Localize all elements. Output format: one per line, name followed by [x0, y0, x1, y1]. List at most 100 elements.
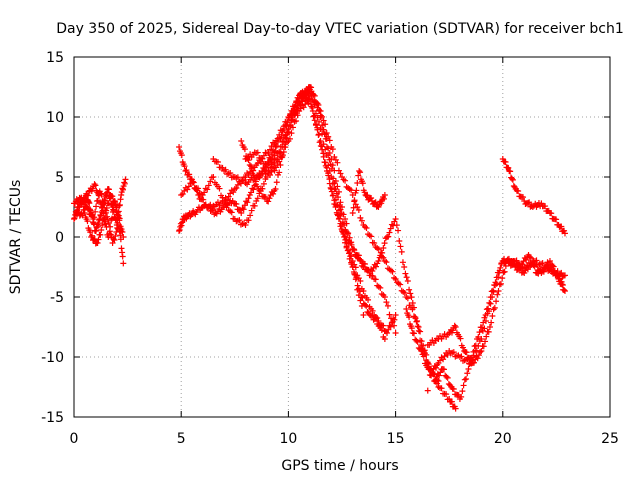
data-point-trace: [120, 186, 127, 193]
data-point-trace: [397, 243, 404, 250]
data-point-trace: [517, 265, 524, 272]
data-point-trace: [71, 215, 78, 222]
data-point: [375, 318, 382, 324]
data-point-trace: [387, 323, 394, 330]
data-point-trace: [234, 181, 241, 188]
data-point-trace: [277, 143, 284, 150]
data-point-trace: [501, 268, 508, 275]
data-point-trace: [179, 219, 186, 226]
y-axis-label: SDTVAR / TECUs: [8, 180, 24, 295]
data-point-trace: [413, 318, 420, 325]
data-point-trace: [420, 353, 427, 360]
data-point-trace: [326, 137, 333, 144]
data-point-trace: [267, 146, 274, 153]
data-point-trace: [105, 200, 112, 207]
data-point-trace: [179, 191, 186, 198]
data-point-trace: [119, 249, 126, 256]
data-point-trace: [93, 227, 100, 234]
data-point-trace: [219, 164, 226, 171]
data-point-trace: [481, 314, 488, 321]
data-point-trace: [443, 391, 450, 398]
data-point: [529, 258, 536, 264]
data-point-trace: [438, 385, 445, 392]
data-point-trace: [380, 254, 387, 261]
y-tick-labels: -15 -10 -5 0 5 10 15: [41, 50, 64, 426]
data-point-trace: [433, 364, 440, 371]
data-point-trace: [476, 329, 483, 336]
data-point-trace: [320, 117, 327, 124]
data-points: [71, 84, 568, 412]
data-point-trace: [502, 158, 509, 165]
x-tick-label: 25: [601, 431, 619, 447]
data-point-trace: [458, 393, 465, 400]
data-point-trace: [112, 199, 119, 206]
data-point-trace: [294, 107, 301, 114]
data-point-trace: [385, 233, 392, 240]
data-point: [210, 174, 217, 180]
data-point-trace: [254, 160, 261, 167]
data-point-trace: [329, 192, 336, 199]
data-point-trace: [372, 263, 379, 270]
data-point-trace: [95, 236, 102, 243]
data-point-trace: [297, 101, 304, 108]
data-point-trace: [289, 117, 296, 124]
data-point-trace: [267, 164, 274, 171]
data-point-trace: [463, 349, 470, 356]
data-point: [375, 258, 382, 264]
data-point-trace: [265, 198, 272, 205]
data-point-trace: [305, 99, 312, 106]
data-point-trace: [266, 195, 273, 202]
data-point-trace: [515, 187, 522, 194]
data-point-trace: [219, 194, 226, 201]
data-point-trace: [336, 202, 343, 209]
data-point-trace: [389, 318, 396, 325]
data-point-trace: [337, 199, 344, 206]
data-point-trace: [121, 180, 128, 187]
data-point-trace: [369, 268, 376, 275]
data-point-trace: [335, 194, 342, 201]
data-point-trace: [391, 322, 398, 329]
data-point-trace: [248, 207, 255, 214]
data-point: [486, 324, 493, 330]
data-point-trace: [84, 218, 91, 225]
data-point-trace: [375, 246, 382, 253]
data-point-trace: [325, 133, 332, 140]
data-point-trace: [510, 258, 517, 265]
data-point-trace: [228, 209, 235, 216]
y-tick-label: -10: [41, 350, 64, 366]
data-point-trace: [104, 189, 111, 196]
data-point-trace: [389, 268, 396, 275]
data-point-trace: [352, 271, 359, 278]
data-point-trace: [346, 234, 353, 241]
data-point-trace: [407, 290, 414, 297]
data-point-trace: [440, 366, 447, 373]
data-point-trace: [184, 186, 191, 193]
data-point-trace: [214, 158, 221, 165]
data-point-trace: [505, 164, 512, 171]
data-point-trace: [348, 259, 355, 266]
data-point: [120, 260, 127, 267]
data-point-trace: [472, 342, 479, 349]
data-point-trace: [216, 185, 223, 192]
data-point: [122, 176, 129, 183]
data-point-trace: [279, 138, 286, 145]
data-point-trace: [483, 306, 490, 313]
data-point-trace: [245, 217, 252, 224]
data-point-trace: [355, 206, 362, 213]
data-point: [392, 330, 399, 336]
y-tick-label: 0: [55, 230, 64, 246]
data-point-trace: [352, 276, 359, 283]
data-point-trace: [289, 124, 296, 131]
data-point-trace: [314, 126, 321, 133]
data-point-trace: [399, 259, 406, 266]
data-point-trace: [94, 223, 101, 230]
data-point-trace: [380, 322, 387, 329]
data-point-trace: [338, 210, 345, 217]
data-point-trace: [420, 342, 427, 349]
data-point-trace: [548, 210, 555, 217]
data-point-trace: [300, 104, 307, 111]
data-point-trace: [358, 302, 365, 309]
x-tick-label: 20: [494, 431, 512, 447]
data-point-trace: [364, 192, 371, 199]
data-point-trace: [383, 299, 390, 306]
